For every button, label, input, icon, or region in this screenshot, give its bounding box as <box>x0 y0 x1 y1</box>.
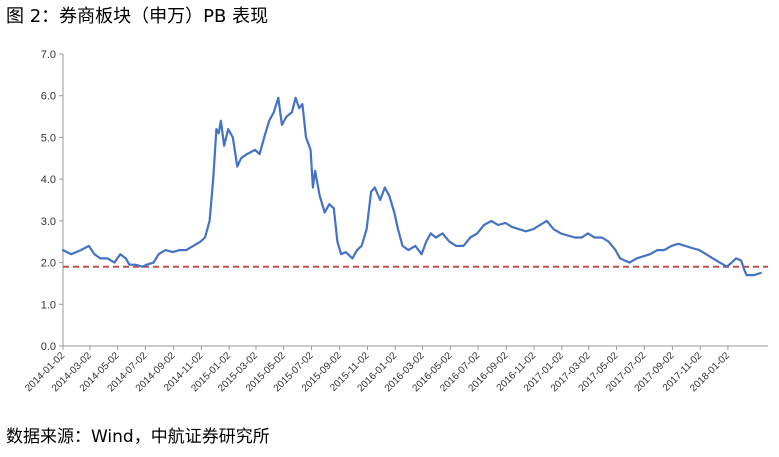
source-note: 数据来源：Wind，中航证券研究所 <box>6 427 270 447</box>
y-tick-label: 5.0 <box>41 132 56 144</box>
y-tick-label: 1.0 <box>41 299 56 311</box>
y-tick-label: 2.0 <box>41 258 56 270</box>
y-tick-label: 4.0 <box>41 174 56 186</box>
figure-title: 图 2：券商板块（申万）PB 表现 <box>6 6 269 27</box>
y-tick-label: 7.0 <box>41 49 56 61</box>
y-tick-label: 3.0 <box>41 216 56 228</box>
y-tick-label: 0.0 <box>41 341 56 353</box>
y-axis: 0.0 1.0 2.0 3.0 4.0 5.0 6.0 7.0 <box>41 49 64 353</box>
x-axis: 2014-01-022014-03-022014-05-022014-07-02… <box>23 345 768 394</box>
y-tick-label: 6.0 <box>41 91 56 103</box>
series-group <box>61 96 762 277</box>
series-line <box>61 96 762 277</box>
